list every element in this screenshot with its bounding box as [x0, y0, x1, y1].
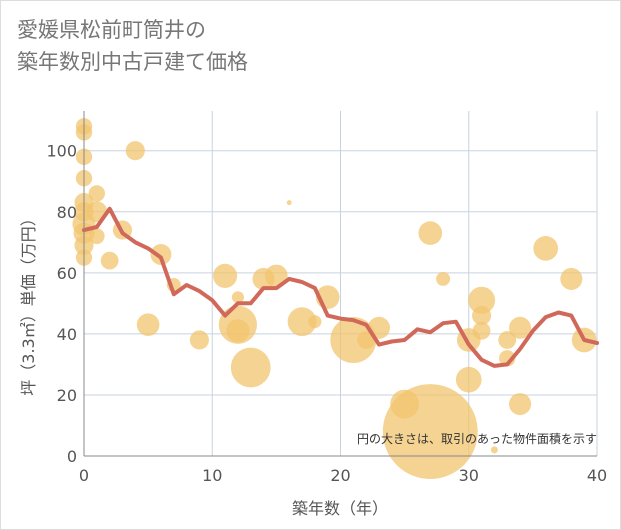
x-tick-label: 20	[330, 466, 350, 485]
chart-title-line-1: 愛媛県松前町筒井の	[17, 18, 206, 42]
data-bubble	[89, 228, 105, 244]
size-legend-note: 円の大きさは、取引のあった物件面積を示す	[357, 431, 597, 446]
data-bubble	[212, 263, 238, 288]
data-bubble	[230, 347, 271, 388]
trend-series	[82, 206, 599, 368]
bubble-series	[72, 118, 597, 480]
y-tick-label: 60	[57, 264, 77, 283]
chart-title-line-2: 築年数別中古戸建て価格	[17, 50, 248, 74]
data-bubble	[498, 331, 517, 349]
data-bubble	[287, 307, 317, 337]
data-bubble	[436, 271, 451, 286]
data-bubble	[509, 393, 532, 416]
x-tick-label: 10	[202, 466, 222, 485]
y-axis-title: 坪（3.3㎡）単価（万円）	[19, 210, 38, 395]
y-tick-label: 0	[67, 447, 77, 466]
data-bubble	[357, 331, 376, 349]
data-bubble	[286, 200, 292, 206]
data-bubble	[560, 267, 583, 290]
data-bubble	[231, 291, 244, 304]
data-bubble	[189, 330, 209, 350]
x-tick-label: 40	[587, 466, 607, 485]
data-bubble	[136, 313, 160, 337]
data-bubble	[125, 141, 145, 161]
data-bubble	[265, 264, 288, 288]
y-tick-label: 80	[57, 203, 77, 222]
data-bubble	[308, 315, 322, 329]
data-bubble	[226, 319, 250, 343]
data-bubble	[88, 185, 106, 202]
data-bubble	[533, 236, 559, 261]
y-tick-label: 20	[57, 386, 77, 405]
data-bubble	[472, 321, 491, 340]
x-axis-title: 築年数（年）	[292, 499, 388, 518]
data-bubble	[382, 384, 478, 480]
data-bubble	[455, 366, 482, 393]
axes: 0 10 20 30 40 0 20 40 60 80 100	[46, 111, 607, 485]
data-bubble	[330, 316, 377, 363]
data-bubble	[100, 251, 119, 270]
y-tick-label: 100	[46, 142, 77, 161]
data-bubble	[490, 446, 498, 454]
y-tick-label: 40	[57, 325, 77, 344]
data-bubble	[472, 306, 492, 326]
x-tick-label: 30	[459, 466, 479, 485]
average-price-line	[82, 206, 599, 368]
x-tick-label: 0	[79, 466, 89, 485]
grid	[84, 111, 598, 456]
data-bubble	[418, 221, 443, 245]
chart-title: 愛媛県松前町筒井の 築年数別中古戸建て価格	[17, 14, 248, 78]
data-bubble	[468, 286, 496, 314]
data-bubble	[509, 316, 532, 339]
data-bubble	[150, 244, 172, 265]
